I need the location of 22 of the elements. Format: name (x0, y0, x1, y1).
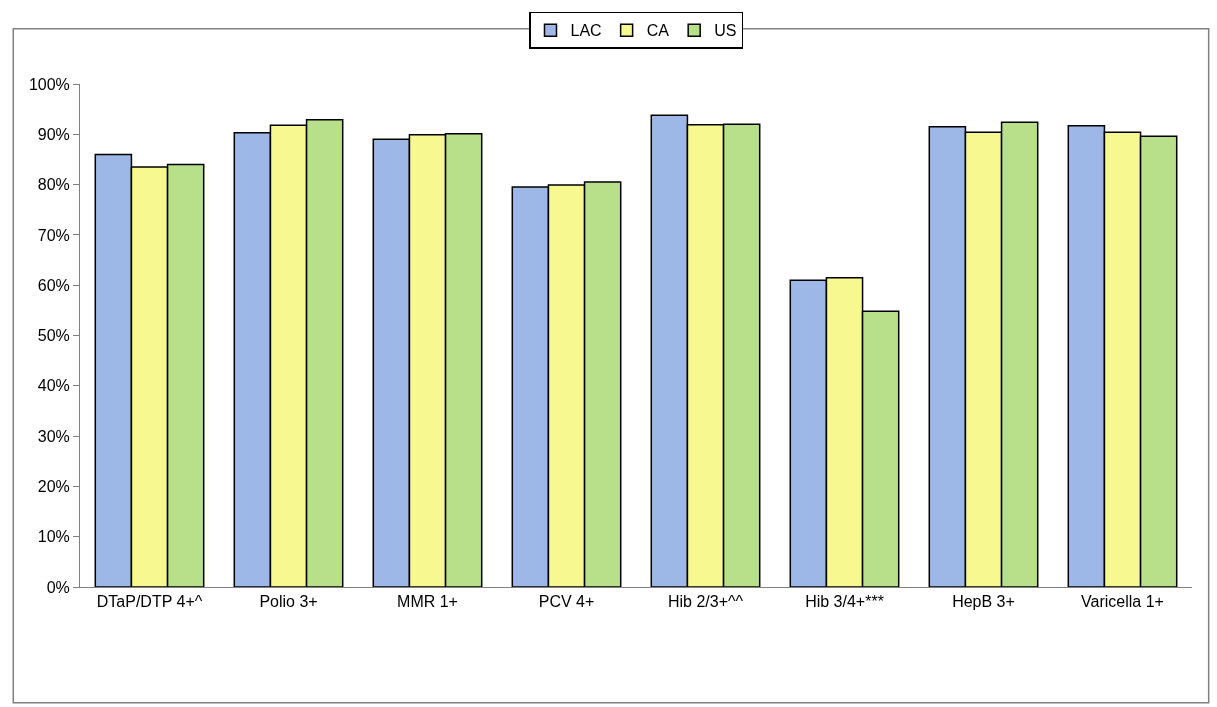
y-tick-label: 20% (37, 478, 70, 495)
y-tick-label: 70% (37, 226, 70, 244)
legend-label: CA (646, 22, 670, 40)
x-tick-label: DTaP/DTP 4+^ (96, 593, 203, 611)
y-tick-label: 80% (37, 176, 70, 194)
x-tick-label: PCV 4+ (538, 593, 595, 611)
y-tick-label: 100% (28, 75, 70, 93)
y-tick-label: 0% (46, 578, 70, 596)
y-tick-label: 10% (37, 528, 70, 546)
y-tick-label: 60% (37, 276, 70, 294)
legend-label: LAC (570, 22, 602, 40)
x-tick-label: Hib 2/3+^^ (667, 593, 744, 611)
x-tick-label: Polio 3+ (259, 593, 318, 611)
y-tick-label: 30% (37, 427, 70, 445)
y-tick-label: 40% (37, 377, 70, 395)
x-tick-label: Hib 3/4+*** (805, 593, 884, 611)
x-tick-label: Varicella 1+ (1081, 593, 1164, 611)
x-tick-label: HepB 3+ (952, 593, 1015, 611)
y-tick-label: 90% (37, 125, 70, 143)
legend-label: US (714, 22, 737, 40)
y-tick-label: 50% (37, 327, 70, 345)
x-tick-label: MMR 1+ (397, 593, 458, 611)
